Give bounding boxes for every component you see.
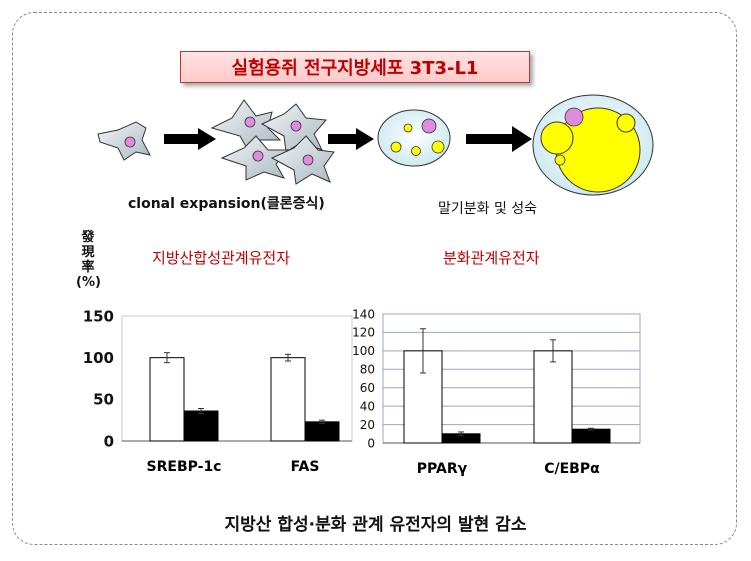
y-tick-label: 100 (352, 344, 375, 358)
bar (571, 428, 611, 444)
arrow-right-icon (328, 128, 374, 150)
page-title: 실험용쥐 전구지방세포 3T3-L1 (180, 51, 530, 83)
y-tick-label: 0 (367, 436, 375, 450)
outer-frame (12, 12, 737, 545)
y-tick-label: 150 (83, 307, 114, 325)
terminal-differentiation-caption: 말기분화 및 성숙 (438, 201, 538, 217)
clonal-expansion-caption: clonal expansion(클론증식) (128, 196, 325, 212)
bar (149, 357, 185, 442)
cell-cluster (210, 99, 335, 185)
x-category-label: PPARγ (417, 461, 468, 477)
preadipocyte-cell (97, 121, 151, 161)
y-tick-label: 80 (360, 363, 375, 377)
arrow-right-icon (466, 126, 532, 152)
arrow-right-icon (164, 128, 216, 150)
conclusion-caption: 지방산 합성·분화 관계 유전자의 발현 감소 (224, 515, 527, 535)
bar (533, 350, 573, 444)
mature-adipocyte (532, 94, 654, 196)
x-category-label: SREBP-1c (147, 459, 222, 475)
bar (270, 357, 306, 442)
y-tick-label: 0 (104, 432, 114, 450)
early-adipocyte (377, 109, 451, 167)
x-category-label: FAS (291, 459, 320, 475)
y-tick-label: 40 (360, 399, 375, 413)
y-tick-label: 100 (83, 349, 114, 367)
section-label-lipogenesis: 지방산합성관계유전자 (152, 249, 291, 267)
bar (183, 410, 219, 442)
section-label-differentiation: 분화관계유전자 (443, 249, 540, 267)
y-tick-label: 50 (93, 391, 114, 409)
y-axis-label: 發現率 (%) (76, 230, 101, 290)
x-category-label: C/EBPα (544, 461, 600, 477)
page-title-text: 실험용쥐 전구지방세포 3T3-L1 (231, 58, 479, 79)
y-tick-label: 20 (360, 418, 375, 432)
y-tick-label: 140 (352, 307, 375, 321)
y-tick-label: 120 (352, 326, 375, 340)
y-tick-label: 60 (360, 381, 375, 395)
